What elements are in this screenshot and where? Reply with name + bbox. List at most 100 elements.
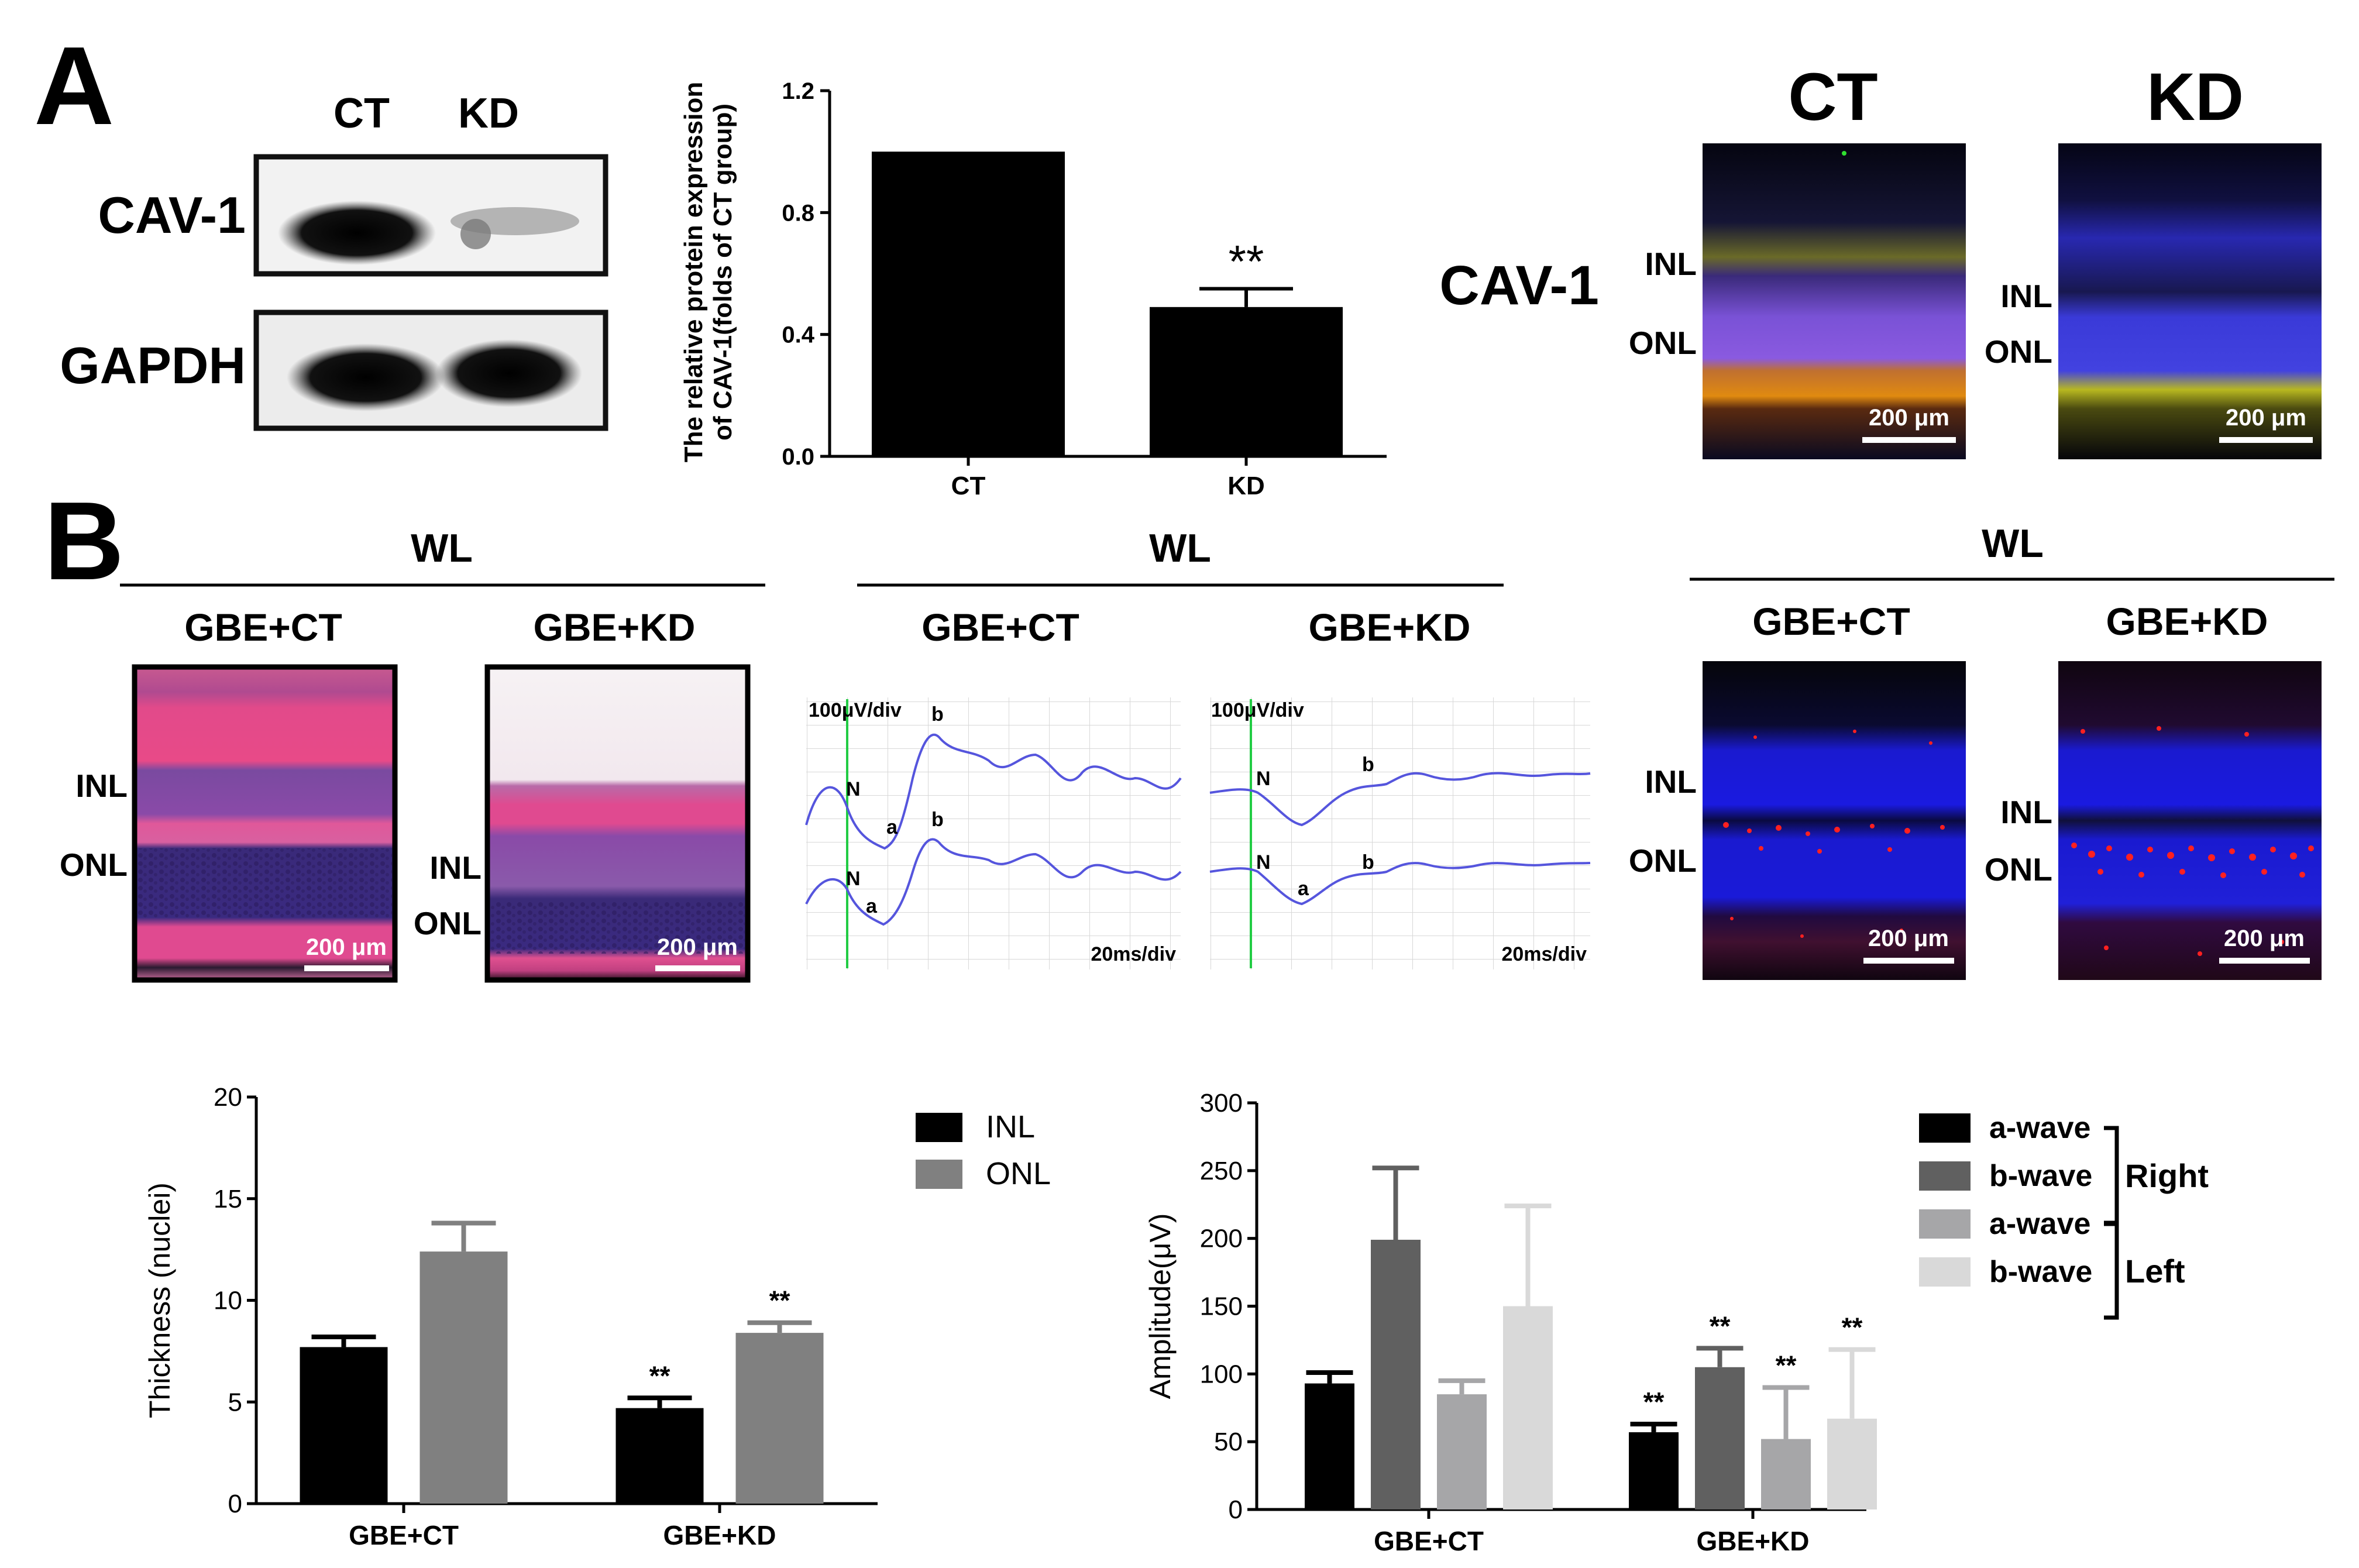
blot-spot-cav1-kd: [460, 219, 491, 249]
tunel-image-ct: [1703, 661, 1966, 980]
erg-kd-volt-div: 100μV/div: [1211, 699, 1304, 721]
if-kd-onl: ONL: [1985, 333, 2052, 370]
erg-kd-trace-left: [1209, 862, 1591, 906]
amplitude-chart: Amplitude(μV) 0 50 100 150 200 250 300 GBE+CT ** *…: [1144, 1089, 2209, 1556]
amplitude-legend-label: a-wave: [1989, 1111, 2090, 1145]
amplitude-bar: [1437, 1394, 1487, 1509]
thickness-legend-swatch: [916, 1113, 962, 1142]
blot-band-gapdh-kd: [436, 339, 582, 407]
thickness-significance: **: [769, 1285, 790, 1316]
erg-col-ct: GBE+CT: [921, 606, 1079, 649]
tunel-image-kd: [2058, 661, 2322, 980]
amplitude-significance: **: [1710, 1311, 1731, 1341]
amplitude-bar: [1503, 1306, 1553, 1509]
tunel-ct-scale-bar: [1863, 958, 1954, 964]
erg-ct-mark-b1: b: [931, 703, 944, 725]
if-kd-inl: INL: [2000, 278, 2052, 314]
if-ct-onl: ONL: [1629, 325, 1697, 361]
thickness-xtick-label: GBE+CT: [349, 1520, 459, 1550]
erg-ct-mark-a2: a: [866, 895, 878, 917]
amplitude-ylabel: Amplitude(μV): [1144, 1213, 1177, 1399]
amplitude-legend-label: b-wave: [1989, 1159, 2092, 1193]
amplitude-legend-bracket: [2104, 1222, 2119, 1320]
amplitude-significance: **: [1842, 1312, 1863, 1343]
tunel-kd-onl: ONL: [1985, 851, 2052, 888]
erg-ct-volt-div: 100μV/div: [809, 699, 902, 721]
amplitude-ytick-label: 200: [1200, 1225, 1243, 1253]
thickness-bar: [735, 1333, 824, 1504]
chart-a-bar: [872, 152, 1065, 457]
if-col-ct: CT: [1788, 60, 1877, 135]
thickness-ylabel: Thickness (nuclei): [143, 1182, 176, 1418]
he-image-kd-nuclei: [490, 901, 745, 954]
amplitude-legend-swatch: [1919, 1161, 1971, 1191]
he-image-grid: WL GBE+CT GBE+KD INL ONL 200 μm INL ONL …: [60, 526, 765, 983]
tunel-kd-scale-bar: [2219, 958, 2310, 964]
tunel-ct-onl: ONL: [1629, 843, 1697, 879]
erg-ct-mark-n2: N: [846, 868, 861, 890]
thickness-ytick-label: 10: [214, 1287, 242, 1315]
erg-header: WL: [1149, 526, 1211, 570]
erg-recordings: WL GBE+CT GBE+KD 100μV/div 20ms/div N a …: [805, 526, 1591, 969]
amplitude-legend-label: b-wave: [1989, 1255, 2092, 1289]
amplitude-ytick-label: 300: [1200, 1089, 1243, 1117]
amplitude-significance: **: [1776, 1350, 1797, 1381]
amplitude-ytick-label: 150: [1200, 1292, 1243, 1321]
amplitude-ytick-label: 250: [1200, 1157, 1243, 1185]
he-header: WL: [411, 526, 473, 570]
tunel-image-grid: WL GBE+CT GBE+KD INL ONL 200 μm: [1629, 521, 2334, 980]
erg-kd-mark-b2: b: [1362, 851, 1374, 874]
chart-a-ytick-label: 0.0: [782, 444, 814, 470]
erg-kd-mark-n1: N: [1256, 768, 1271, 790]
panel-label-a: A: [34, 24, 114, 148]
amplitude-xtick-label: GBE+KD: [1697, 1526, 1810, 1556]
he-ct-onl: ONL: [60, 847, 128, 883]
thickness-legend-label: ONL: [986, 1156, 1051, 1191]
tunel-ct-positive-cells: [1723, 730, 1945, 938]
amplitude-legend-swatch: [1919, 1113, 1971, 1143]
amplitude-bar: [1305, 1383, 1354, 1509]
amplitude-legend-group: Right: [2125, 1157, 2209, 1194]
western-blot: CT KD CAV-1 GAPDH: [60, 90, 608, 431]
erg-ct-mark-b2: b: [931, 809, 944, 831]
amplitude-legend-swatch: [1919, 1209, 1971, 1239]
amplitude-ytick-label: 100: [1200, 1360, 1243, 1388]
erg-ct-trace-right: [805, 733, 1182, 850]
thickness-bar: [615, 1408, 704, 1504]
cav1-expression-chart: The relative protein expression of CAV-1…: [679, 78, 1387, 500]
tunel-kd-positive-cells: [2071, 726, 2314, 956]
erg-col-kd: GBE+KD: [1309, 606, 1471, 649]
erg-kd-mark-n2: N: [1256, 851, 1271, 874]
erg-kd-trace-right: [1209, 772, 1591, 827]
if-ct-inl: INL: [1645, 246, 1697, 282]
thickness-ytick-label: 0: [228, 1490, 242, 1518]
blot-col-kd: KD: [458, 90, 519, 137]
thickness-xtick-label: GBE+KD: [663, 1520, 776, 1550]
if-image-grid: CT KD CAV-1 INL ONL 200 μm INL ONL 200 μ…: [1439, 60, 2322, 459]
he-kd-onl: ONL: [414, 905, 482, 941]
erg-kd-mark-b1: b: [1362, 754, 1374, 776]
tunel-col-ct: GBE+CT: [1752, 600, 1910, 643]
erg-ct-trace-left: [805, 838, 1182, 926]
thickness-legend-swatch: [916, 1160, 962, 1189]
erg-ct-time-div: 20ms/div: [1091, 943, 1176, 965]
thickness-significance: **: [649, 1360, 670, 1391]
if-col-kd: KD: [2147, 60, 2244, 135]
amplitude-bar: [1629, 1432, 1679, 1509]
amplitude-legend-label: a-wave: [1989, 1207, 2090, 1241]
amplitude-legend-group: Left: [2125, 1253, 2185, 1290]
chart-a-ytick-label: 0.4: [782, 322, 814, 348]
amplitude-xtick-label: GBE+CT: [1374, 1526, 1484, 1556]
erg-kd-grid: [1210, 697, 1590, 969]
if-kd-scale-bar: [2219, 437, 2313, 443]
tunel-col-kd: GBE+KD: [2106, 600, 2268, 643]
chart-a-bar: [1150, 307, 1343, 456]
chart-a-xtick-label: KD: [1227, 472, 1265, 500]
blot-col-ct: CT: [333, 90, 390, 137]
he-kd-inl: INL: [429, 850, 482, 886]
chart-a-significance: **: [1229, 236, 1264, 287]
he-col-kd: GBE+KD: [534, 606, 696, 649]
amplitude-ytick-label: 50: [1214, 1428, 1243, 1456]
amplitude-bar: [1827, 1418, 1877, 1509]
